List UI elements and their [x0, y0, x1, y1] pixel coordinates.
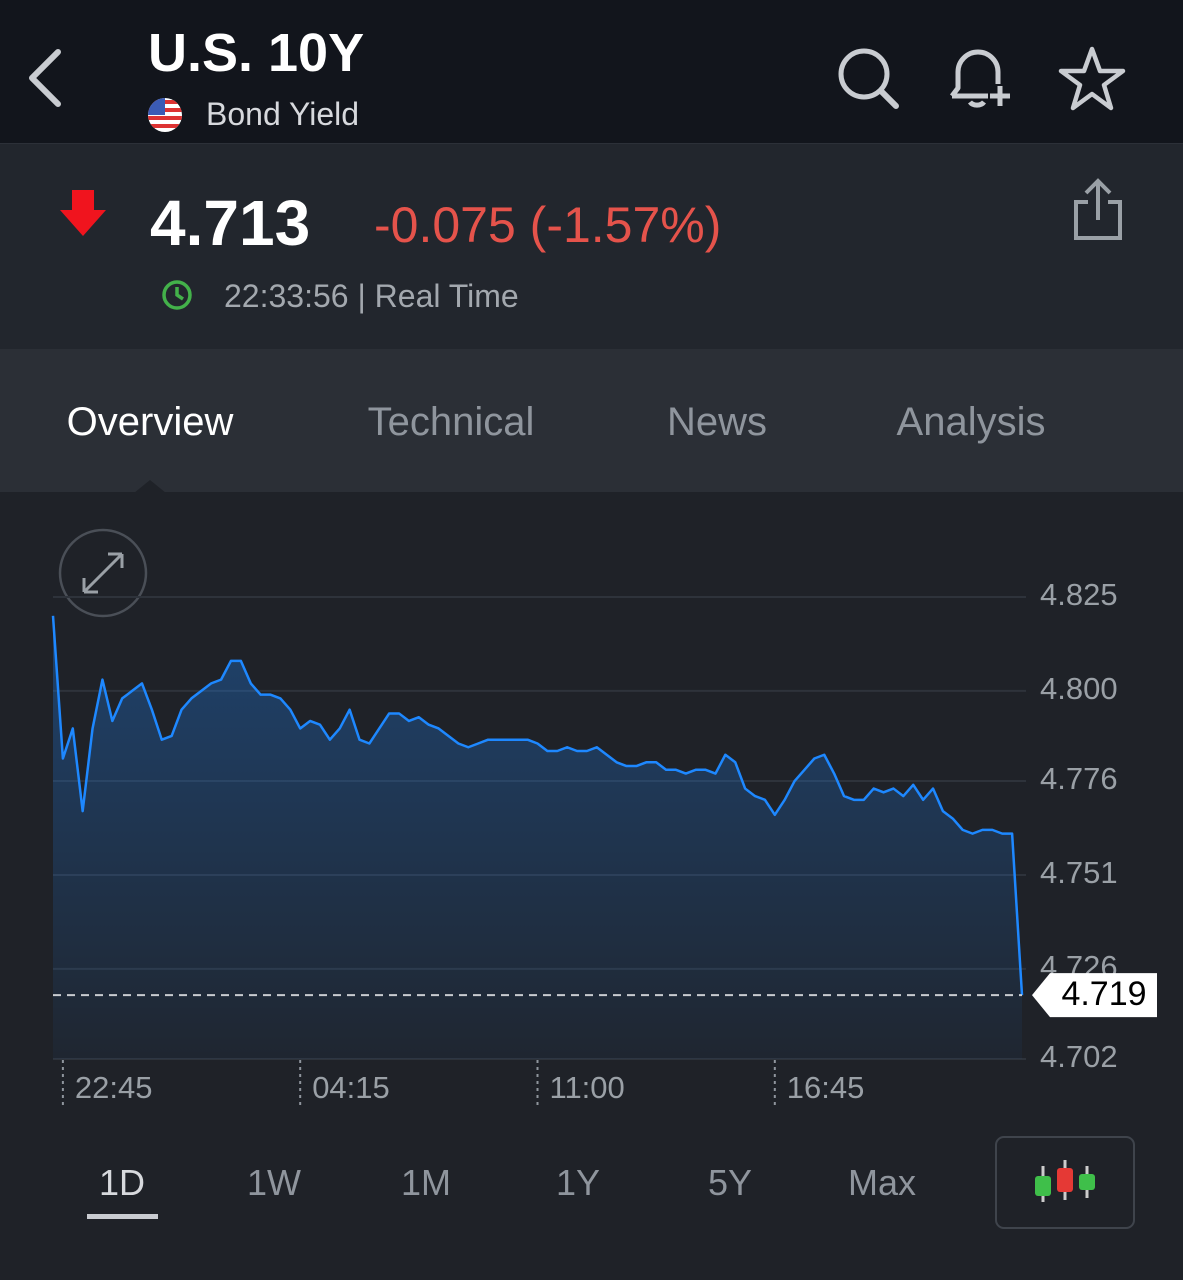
- price-change: -0.075 (-1.57%): [374, 197, 722, 253]
- range[interactable]: 5Y: [707, 1162, 753, 1203]
- quote-panel: [0, 144, 1183, 349]
- line: [51, 615, 1024, 996]
- candle-toggle[interactable]: [995, 1136, 1135, 1229]
- tab[interactable]: News: [666, 400, 768, 444]
- range[interactable]: Max: [847, 1162, 917, 1203]
- back-button[interactable]: [22, 46, 66, 110]
- range[interactable]: 1W: [247, 1162, 301, 1203]
- range[interactable]: 1M: [400, 1162, 452, 1203]
- expand-button[interactable]: [58, 528, 148, 618]
- tab-active[interactable]: Overview: [66, 400, 234, 444]
- search-button[interactable]: [834, 44, 904, 114]
- y-tick-label: 4.825: [1040, 577, 1118, 612]
- down-arrow: [60, 190, 106, 236]
- timestamp: 22:33:56 | Real Time: [224, 278, 519, 314]
- us-flag: [148, 98, 182, 132]
- expand-icon: [82, 552, 124, 594]
- x-tick-label: 04:15: [312, 1070, 390, 1105]
- share-button[interactable]: [1070, 176, 1126, 244]
- range-active[interactable]: 1D: [98, 1162, 146, 1203]
- alert-button[interactable]: [944, 44, 1016, 114]
- clock-icon: [162, 280, 192, 310]
- y-tick-label: 4.776: [1040, 761, 1118, 796]
- favorite-button[interactable]: [1056, 44, 1128, 114]
- x-tick-label: 16:45: [787, 1070, 865, 1105]
- x-tick-label: 22:45: [75, 1070, 153, 1105]
- y-tick-label: 4.702: [1040, 1039, 1118, 1074]
- x-tick-label: 11:00: [550, 1070, 625, 1105]
- last-value-tag: [1032, 973, 1157, 1018]
- y-tick-label: 4.800: [1040, 671, 1118, 706]
- tab-indicator: [134, 480, 166, 493]
- last-value-label: 4.719: [1061, 975, 1146, 1013]
- tab[interactable]: Technical: [367, 400, 535, 444]
- price: 4.713: [150, 187, 311, 259]
- subtitle: Bond Yield: [206, 96, 360, 132]
- header-bar: [0, 0, 1183, 144]
- tab[interactable]: Analysis: [896, 400, 1046, 444]
- tab-bar: [0, 349, 1183, 492]
- range[interactable]: 1Y: [555, 1162, 601, 1203]
- y-tick-label: 4.751: [1040, 855, 1118, 890]
- range-underline: [87, 1214, 158, 1219]
- title: U.S. 10Y: [148, 23, 365, 83]
- area: [53, 615, 1022, 1059]
